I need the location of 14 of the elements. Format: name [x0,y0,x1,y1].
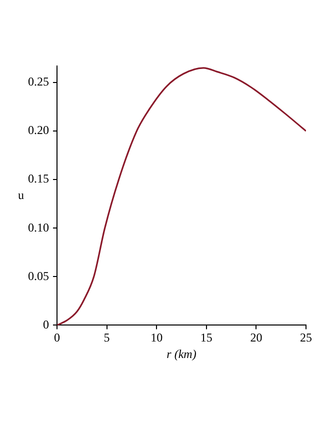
x-tick-label: 20 [250,330,262,345]
y-axis-title: u [18,188,24,202]
x-tick-label: 0 [54,330,60,345]
y-tick-label: 0 [43,317,49,332]
y-tick-label: 0.05 [28,268,49,283]
y-tick-label: 0.15 [28,172,49,186]
y-tick-label: 0.10 [28,220,49,234]
x-axis-title: r (km) [166,346,196,361]
x-tick-label: 10 [150,330,163,345]
x-tick-label: 15 [200,330,212,345]
x-tick-label: 5 [104,330,110,345]
y-tick-label: 0.20 [28,123,49,138]
y-tick-label: 0.25 [28,74,49,89]
x-tick-label: 25 [300,330,312,345]
